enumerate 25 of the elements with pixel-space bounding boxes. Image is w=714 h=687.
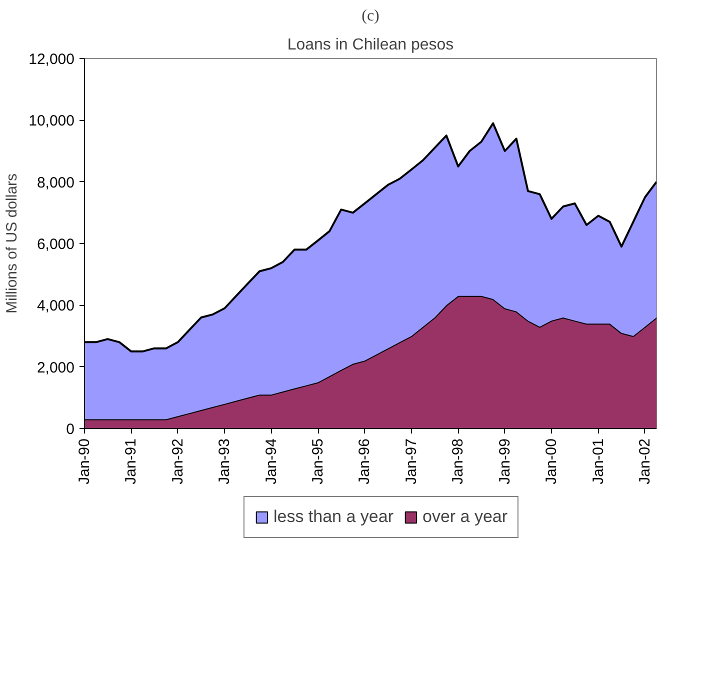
x-tick-label: Jan-90 [76,438,93,484]
legend-label: less than a year [273,507,394,527]
y-tick-label: 4,000 [36,298,75,315]
y-tick-label: 2,000 [36,359,75,376]
chart-title: (c) [362,8,380,24]
x-tick-label: Jan-01 [590,438,607,484]
x-tick-label: Jan-02 [636,438,654,484]
chart-subtitle: Loans in Chilean pesos [287,36,454,54]
legend-label: over a year [422,507,508,527]
y-tick-label: 12,000 [28,51,75,68]
x-tick-label: Jan-91 [122,438,140,484]
x-tick-label: Jan-96 [356,438,374,484]
y-tick-label: 8,000 [36,174,75,192]
y-tick-label: 6,000 [36,236,75,253]
x-tick-label: Jan-00 [543,438,560,484]
y-tick-label: 0 [66,421,74,438]
x-tick-label: Jan-92 [169,438,186,484]
x-tick-label: Jan-93 [216,438,234,484]
x-tick-label: Jan-97 [402,438,420,484]
y-tick-label: 10,000 [28,112,75,130]
y-axis-title: Millions of US dollars [4,173,21,314]
x-tick-label: Jan-98 [450,438,467,484]
x-tick-label: Jan-94 [262,438,280,484]
x-tick-label: Jan-99 [496,438,514,484]
x-tick-label: Jan-95 [310,438,327,484]
